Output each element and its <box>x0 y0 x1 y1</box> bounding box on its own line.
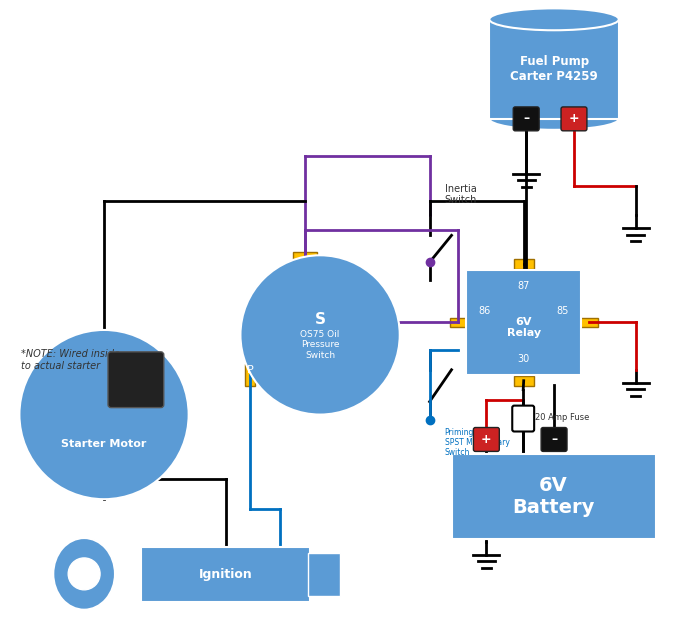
Text: 30: 30 <box>518 354 530 364</box>
Text: 86: 86 <box>478 305 490 315</box>
Text: 6V
Battery: 6V Battery <box>512 476 595 517</box>
Text: 20 Amp Fuse: 20 Amp Fuse <box>535 413 589 422</box>
FancyBboxPatch shape <box>449 317 467 328</box>
Circle shape <box>19 330 189 499</box>
Ellipse shape <box>489 8 619 31</box>
FancyBboxPatch shape <box>512 406 534 431</box>
Polygon shape <box>489 19 619 119</box>
Text: Inertia
Switch: Inertia Switch <box>445 184 477 205</box>
Text: 6V
Relay: 6V Relay <box>507 317 541 338</box>
FancyBboxPatch shape <box>541 427 567 452</box>
Circle shape <box>240 255 400 415</box>
Text: +: + <box>569 113 579 125</box>
Text: –: – <box>523 113 529 125</box>
Text: Ignition: Ignition <box>199 568 253 581</box>
FancyBboxPatch shape <box>451 454 656 539</box>
Circle shape <box>68 558 100 590</box>
Text: *NOTE: Wired inside
to actual starter: *NOTE: Wired inside to actual starter <box>21 349 120 371</box>
FancyBboxPatch shape <box>473 427 499 452</box>
Ellipse shape <box>489 108 619 130</box>
Text: P: P <box>247 365 254 375</box>
FancyBboxPatch shape <box>466 270 581 375</box>
FancyBboxPatch shape <box>513 107 539 131</box>
FancyBboxPatch shape <box>308 553 340 596</box>
FancyBboxPatch shape <box>293 252 317 262</box>
Text: Priming
SPST Momentary
Switch: Priming SPST Momentary Switch <box>445 427 510 457</box>
Text: Starter Motor: Starter Motor <box>61 439 147 450</box>
FancyBboxPatch shape <box>514 376 533 385</box>
Text: 85: 85 <box>557 305 569 315</box>
FancyBboxPatch shape <box>108 352 164 408</box>
Text: +: + <box>481 433 492 446</box>
Text: OS75 Oil
Pressure
Switch: OS75 Oil Pressure Switch <box>301 330 339 360</box>
FancyBboxPatch shape <box>514 259 533 269</box>
Ellipse shape <box>53 538 115 610</box>
FancyBboxPatch shape <box>561 107 587 131</box>
Text: Fuel Pump
Carter P4259: Fuel Pump Carter P4259 <box>510 55 598 83</box>
Text: S: S <box>315 312 326 328</box>
Text: 87: 87 <box>518 281 530 291</box>
FancyBboxPatch shape <box>141 547 310 602</box>
Text: –: – <box>551 433 557 446</box>
FancyBboxPatch shape <box>580 317 598 328</box>
FancyBboxPatch shape <box>245 364 255 385</box>
